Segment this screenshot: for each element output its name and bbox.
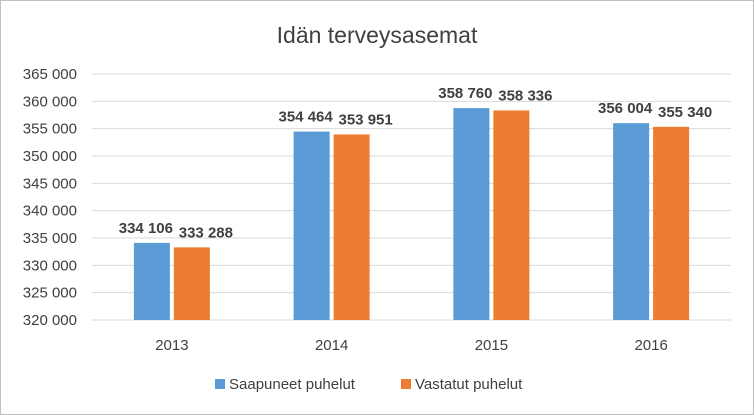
bar-saapuneet xyxy=(613,123,650,320)
y-tick-label: 340 000 xyxy=(23,203,77,220)
y-tick-label: 345 000 xyxy=(23,175,77,192)
x-tick-label: 2015 xyxy=(475,337,508,354)
bars xyxy=(133,108,690,320)
data-labels: 334 106 333 288 354 464 353 951 358 760 358 3… xyxy=(119,85,712,241)
y-tick-label: 360 000 xyxy=(23,93,77,110)
bar-vastatut xyxy=(333,134,370,320)
bar-vastatut xyxy=(173,247,210,320)
bar-saapuneet xyxy=(293,131,330,320)
y-tick-label: 335 000 xyxy=(23,230,77,247)
data-label: 333 288 xyxy=(179,224,233,241)
y-tick-label: 320 000 xyxy=(23,312,77,329)
x-tick-label: 2016 xyxy=(634,337,667,354)
data-label: 354 464 xyxy=(279,109,334,126)
data-label: 355 340 xyxy=(658,104,712,121)
x-tick-label: 2013 xyxy=(155,337,188,354)
data-label: 358 336 xyxy=(498,87,552,104)
y-tick-label: 355 000 xyxy=(23,121,77,138)
data-label: 356 004 xyxy=(598,100,653,117)
y-tick-label: 350 000 xyxy=(23,148,77,165)
legend-swatch-saapuneet xyxy=(215,379,225,389)
y-tick-label: 325 000 xyxy=(23,285,77,302)
y-tick-label: 330 000 xyxy=(23,257,77,274)
legend-swatch-vastatut xyxy=(401,379,411,389)
data-label: 353 951 xyxy=(339,111,393,128)
data-label: 358 760 xyxy=(438,85,492,102)
legend-label-saapuneet: Saapuneet puhelut xyxy=(229,376,356,393)
x-axis-tick-labels: 2013 2014 2015 2016 xyxy=(155,337,668,354)
chart-title: Idän terveysasemat xyxy=(277,22,478,48)
bar-vastatut xyxy=(493,110,530,320)
bar-saapuneet xyxy=(133,242,170,320)
legend: Saapuneet puhelut Vastatut puhelut xyxy=(215,376,523,393)
legend-label-vastatut: Vastatut puhelut xyxy=(415,376,523,393)
y-axis-tick-labels: 320 000 325 000 330 000 335 000 340 000 345 0… xyxy=(23,66,77,329)
data-label: 334 106 xyxy=(119,220,173,237)
bar-saapuneet xyxy=(453,108,490,320)
x-tick-label: 2014 xyxy=(315,337,348,354)
y-tick-label: 365 000 xyxy=(23,66,77,83)
bar-vastatut xyxy=(653,126,690,320)
